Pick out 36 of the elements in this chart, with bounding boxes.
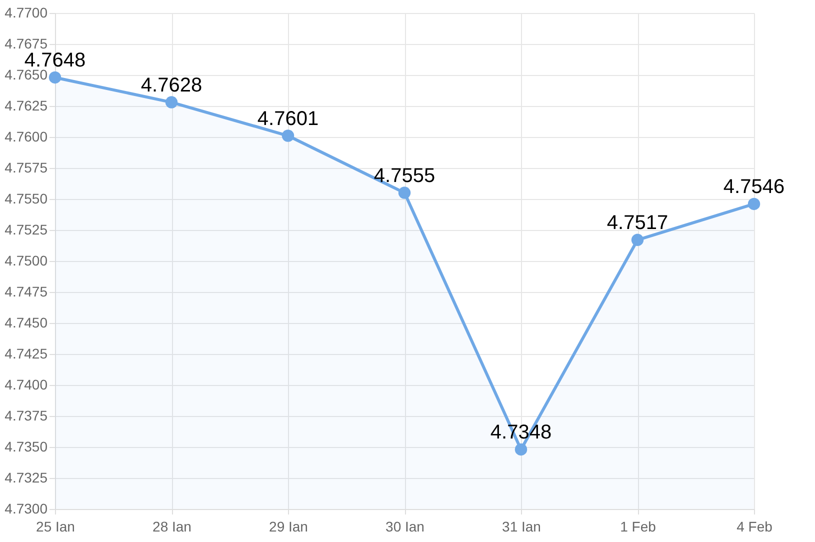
y-tick-label: 4.7375 <box>4 408 48 424</box>
y-tick-label: 4.7325 <box>4 470 48 486</box>
x-tick-label: 30 Ian <box>386 518 424 534</box>
y-tick-label: 4.7625 <box>4 98 48 114</box>
y-tick-label: 4.7475 <box>4 284 48 300</box>
y-tick-label: 4.7350 <box>4 438 48 454</box>
data-label: 4.7601 <box>257 108 319 130</box>
point <box>631 234 644 246</box>
y-tick-label: 4.7425 <box>4 346 48 362</box>
y-tick-label: 4.7650 <box>4 66 48 82</box>
data-label: 4.7546 <box>723 176 785 198</box>
y-tick-label: 4.7550 <box>4 190 48 206</box>
y-tick-label: 4.7675 <box>4 36 48 52</box>
data-label: 4.7517 <box>606 212 668 234</box>
x-tick-label: 28 Ian <box>152 518 192 534</box>
data-label: 4.7628 <box>140 74 202 96</box>
x-tick-label: 25 Ian <box>36 518 75 534</box>
point <box>514 443 528 456</box>
x-tick-label: 31 Ian <box>502 518 541 534</box>
y-tick-label: 4.7450 <box>4 314 48 330</box>
y-tick-label: 4.7600 <box>4 128 48 144</box>
x-tick-label: 4 Feb <box>736 518 773 534</box>
point <box>165 96 178 108</box>
point <box>398 186 411 199</box>
x-tick-label: 1 Feb <box>620 518 656 534</box>
y-tick-label: 4.7700 <box>4 4 48 20</box>
y-tick-label: 4.7525 <box>4 222 48 238</box>
data-label: 4.7348 <box>490 421 552 444</box>
y-tick-label: 4.7400 <box>4 376 48 392</box>
y-tick-label: 4.7500 <box>4 252 48 268</box>
point <box>48 71 62 84</box>
x-tick-label: 29 Ian <box>269 518 308 534</box>
data-label: 4.7555 <box>374 164 436 187</box>
y-tick-label: 4.7575 <box>4 160 48 176</box>
point <box>282 130 294 142</box>
y-tick-label: 4.7300 <box>4 500 48 516</box>
